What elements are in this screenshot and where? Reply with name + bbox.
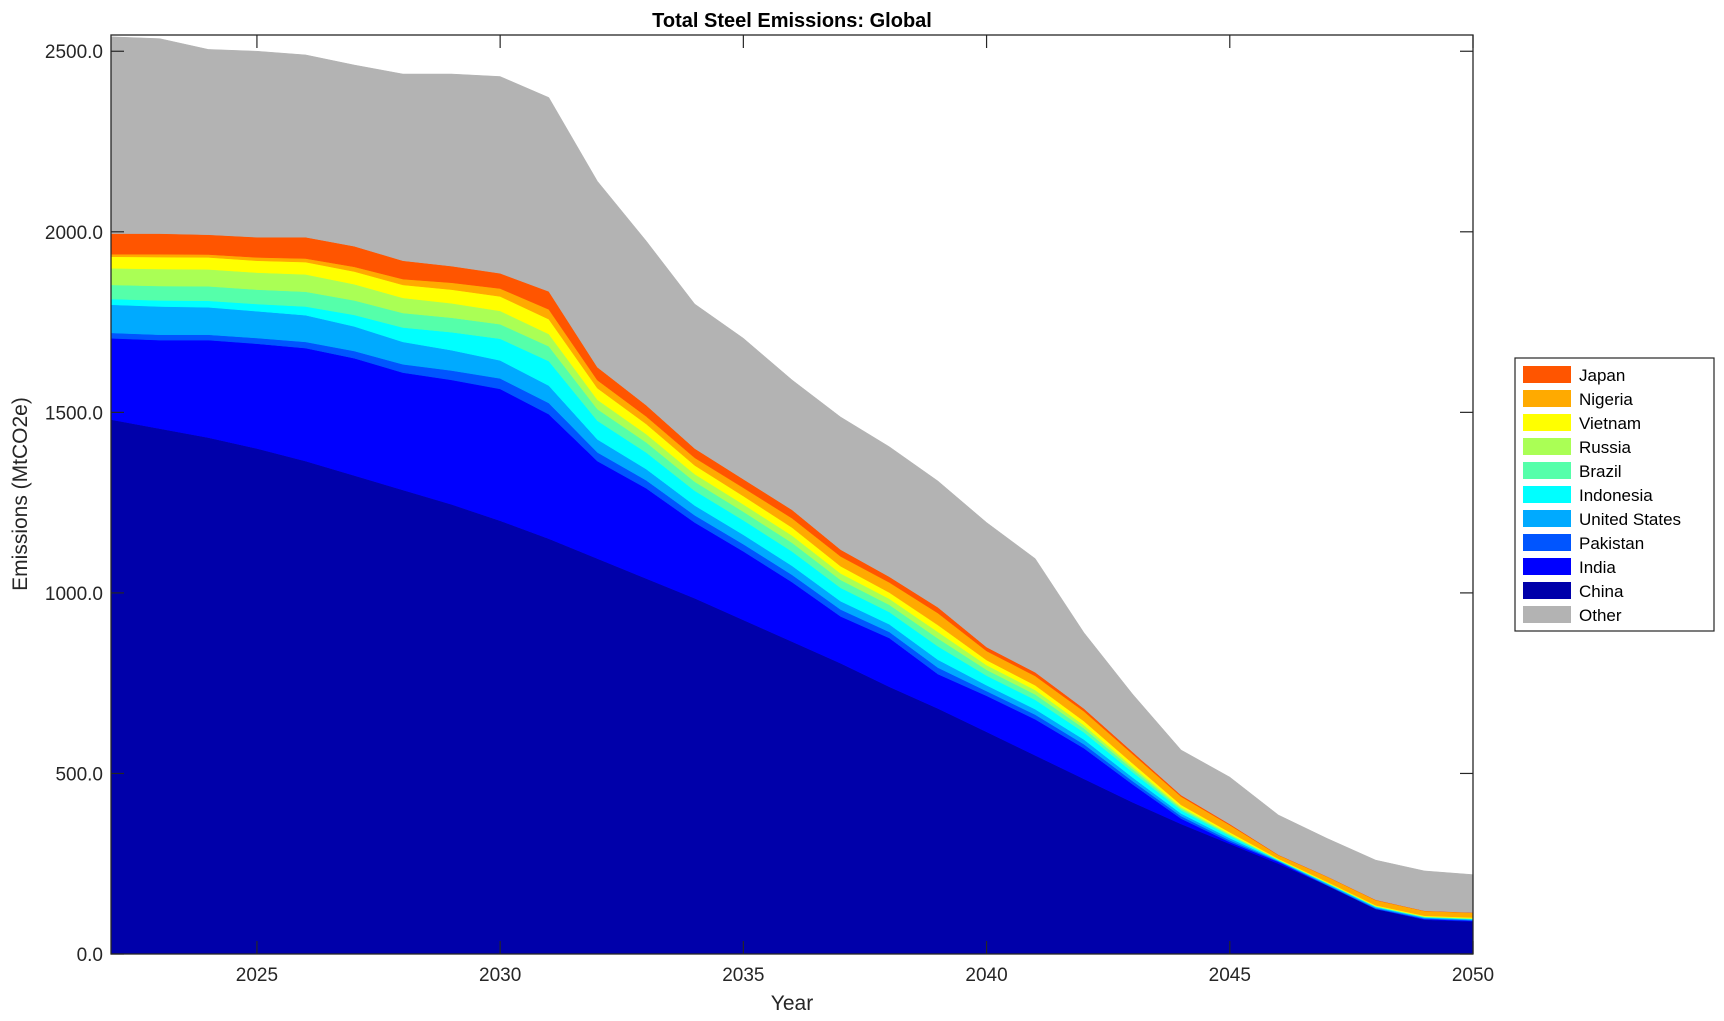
legend-label: Brazil bbox=[1579, 462, 1622, 481]
y-tick-label: 2500.0 bbox=[45, 42, 103, 63]
legend-item-japan: Japan bbox=[1523, 366, 1625, 385]
legend-label: Nigeria bbox=[1579, 390, 1633, 409]
legend-label: Other bbox=[1579, 606, 1622, 625]
legend-label: United States bbox=[1579, 510, 1681, 529]
legend-item-russia: Russia bbox=[1523, 438, 1632, 457]
legend-item-nigeria: Nigeria bbox=[1523, 390, 1633, 409]
legend-label: Japan bbox=[1579, 366, 1625, 385]
legend-swatch bbox=[1523, 390, 1571, 407]
legend-label: Vietnam bbox=[1579, 414, 1641, 433]
legend-swatch bbox=[1523, 414, 1571, 431]
legend-label: Russia bbox=[1579, 438, 1632, 457]
x-tick-label: 2050 bbox=[1452, 965, 1494, 986]
legend-item-vietnam: Vietnam bbox=[1523, 414, 1641, 433]
legend-label: India bbox=[1579, 558, 1616, 577]
y-axis-label: Emissions (MtCO2e) bbox=[9, 397, 32, 591]
legend-label: Indonesia bbox=[1579, 486, 1653, 505]
legend-item-united-states: United States bbox=[1523, 510, 1681, 529]
legend-swatch bbox=[1523, 366, 1571, 383]
x-tick-label: 2030 bbox=[479, 965, 521, 986]
chart-title: Total Steel Emissions: Global bbox=[652, 10, 932, 32]
legend-swatch bbox=[1523, 606, 1571, 623]
legend-item-indonesia: Indonesia bbox=[1523, 486, 1653, 505]
y-tick-label: 1000.0 bbox=[45, 584, 103, 605]
y-tick-label: 500.0 bbox=[55, 764, 103, 785]
x-tick-label: 2025 bbox=[236, 965, 278, 986]
legend-swatch bbox=[1523, 462, 1571, 479]
legend-label: Pakistan bbox=[1579, 534, 1644, 553]
legend-swatch bbox=[1523, 486, 1571, 503]
legend-swatch bbox=[1523, 534, 1571, 551]
y-tick-label: 1500.0 bbox=[45, 403, 103, 424]
x-axis-label: Year bbox=[771, 992, 813, 1015]
axes: 2025 2030 2035 2040 2045 2050 0.0 500.0 1000.0 15… bbox=[45, 34, 1494, 986]
legend-item-india: India bbox=[1523, 558, 1616, 577]
legend-item-brazil: Brazil bbox=[1523, 462, 1622, 481]
legend-swatch bbox=[1523, 438, 1571, 455]
x-tick-label: 2045 bbox=[1209, 965, 1251, 986]
y-tick-label: 2000.0 bbox=[45, 223, 103, 244]
x-tick-label: 2035 bbox=[722, 965, 764, 986]
axes-box bbox=[110, 34, 1474, 955]
x-tick-label: 2040 bbox=[965, 965, 1007, 986]
legend-swatch bbox=[1523, 510, 1571, 527]
legend-label: China bbox=[1579, 582, 1624, 601]
legend: Japan Nigeria Vietnam Russia Brazil Indonesia… bbox=[1514, 357, 1715, 632]
area-layers bbox=[110, 36, 1474, 955]
legend-swatch bbox=[1523, 582, 1571, 599]
legend-item-china: China bbox=[1523, 582, 1624, 601]
legend-swatch bbox=[1523, 558, 1571, 575]
legend-item-pakistan: Pakistan bbox=[1523, 534, 1644, 553]
y-tick-label: 0.0 bbox=[77, 945, 103, 966]
legend-item-other: Other bbox=[1523, 606, 1622, 625]
